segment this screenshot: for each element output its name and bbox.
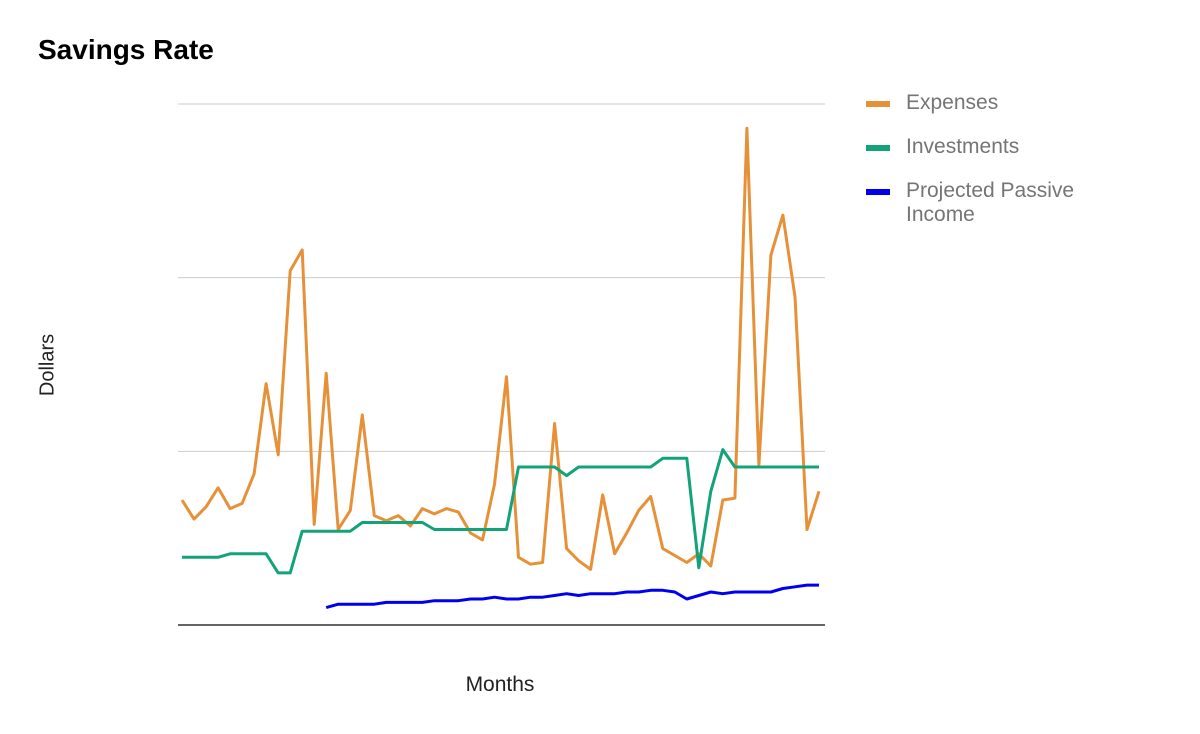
legend: Expenses Investments Projected Passive I…	[866, 91, 1166, 247]
legend-item-expenses[interactable]: Expenses	[866, 91, 1166, 115]
legend-label: Projected Passive Income	[906, 179, 1075, 226]
chart-title: Savings Rate	[38, 34, 214, 65]
x-axis-label: Months	[465, 673, 535, 696]
series-line-expenses[interactable]	[180, 126, 821, 571]
series-line-projected-passive-income[interactable]	[325, 583, 819, 610]
legend-label: Investments	[906, 135, 1020, 158]
legend-item-projected-passive-income[interactable]: Projected Passive Income	[866, 179, 1106, 227]
legend-swatch	[866, 101, 890, 107]
legend-swatch	[866, 189, 890, 195]
series-line-investments[interactable]	[182, 448, 819, 575]
legend-item-investments[interactable]: Investments	[866, 135, 1166, 159]
legend-swatch	[866, 145, 890, 151]
legend-label: Expenses	[906, 91, 999, 114]
